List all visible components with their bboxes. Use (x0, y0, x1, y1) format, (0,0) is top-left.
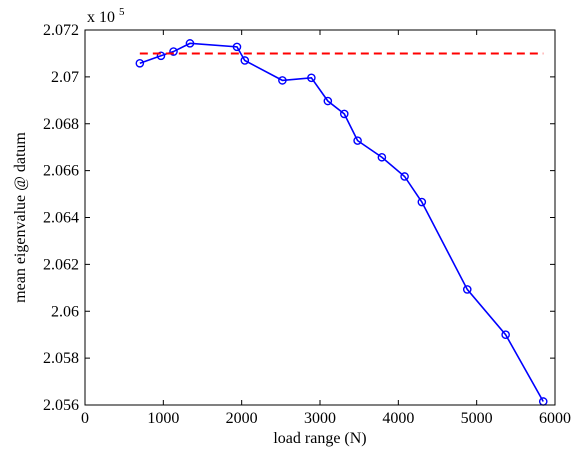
y-tick-label: 2.072 (43, 22, 79, 39)
y-axis-title: mean eigenvalue @ datum (12, 132, 29, 303)
series-0-point (278, 76, 287, 85)
x-tick-label: 0 (81, 410, 89, 427)
series-0-point (462, 285, 472, 294)
series-0-point (353, 136, 362, 145)
series-0-point (307, 73, 316, 83)
y-axis-multiplier-base: x 10 (87, 9, 115, 26)
x-tick-label: 1000 (147, 410, 179, 427)
series-0-point (135, 58, 145, 68)
series-0-point (339, 109, 349, 119)
x-tick-label: 3000 (304, 410, 336, 427)
y-tick-label: 2.064 (43, 210, 79, 227)
series-layer (135, 39, 548, 406)
x-tick-label: 4000 (382, 410, 414, 427)
x-tick-label: 2000 (226, 410, 258, 427)
x-tick-label: 5000 (461, 410, 493, 427)
y-tick-label: 2.066 (43, 163, 79, 180)
x-axis-title: load range (N) (273, 430, 366, 447)
plot-layer (85, 30, 555, 405)
series-0-point (169, 47, 178, 56)
series-0-point (400, 172, 409, 181)
series-0-point (377, 152, 387, 162)
series-0-point (185, 39, 195, 48)
series-0-point (240, 56, 250, 65)
series-0-point (417, 197, 427, 207)
plot-background (85, 30, 555, 405)
y-axis-multiplier-exponent: 5 (119, 6, 125, 18)
y-tick-label: 2.056 (43, 397, 79, 414)
series-0-line (139, 42, 544, 402)
series-0-point (501, 330, 510, 339)
y-tick-label: 2.058 (43, 350, 79, 367)
y-tick-label: 2.06 (51, 303, 79, 320)
series-0-point (156, 51, 166, 61)
series-0-point (232, 42, 242, 52)
y-tick-label: 2.068 (43, 116, 79, 133)
y-tick-label: 2.07 (51, 69, 79, 86)
y-axis-multiplier: x 10 5 (87, 6, 125, 26)
labels-layer: load range (N) mean eigenvalue @ datum x… (12, 6, 367, 447)
y-tick-label: 2.062 (43, 256, 79, 273)
x-tick-label: 6000 (539, 410, 571, 427)
axes-layer: 0 1000 2000 3000 4000 5000 60002.0562.0582.062… (43, 22, 571, 427)
series-0-point (323, 96, 333, 106)
